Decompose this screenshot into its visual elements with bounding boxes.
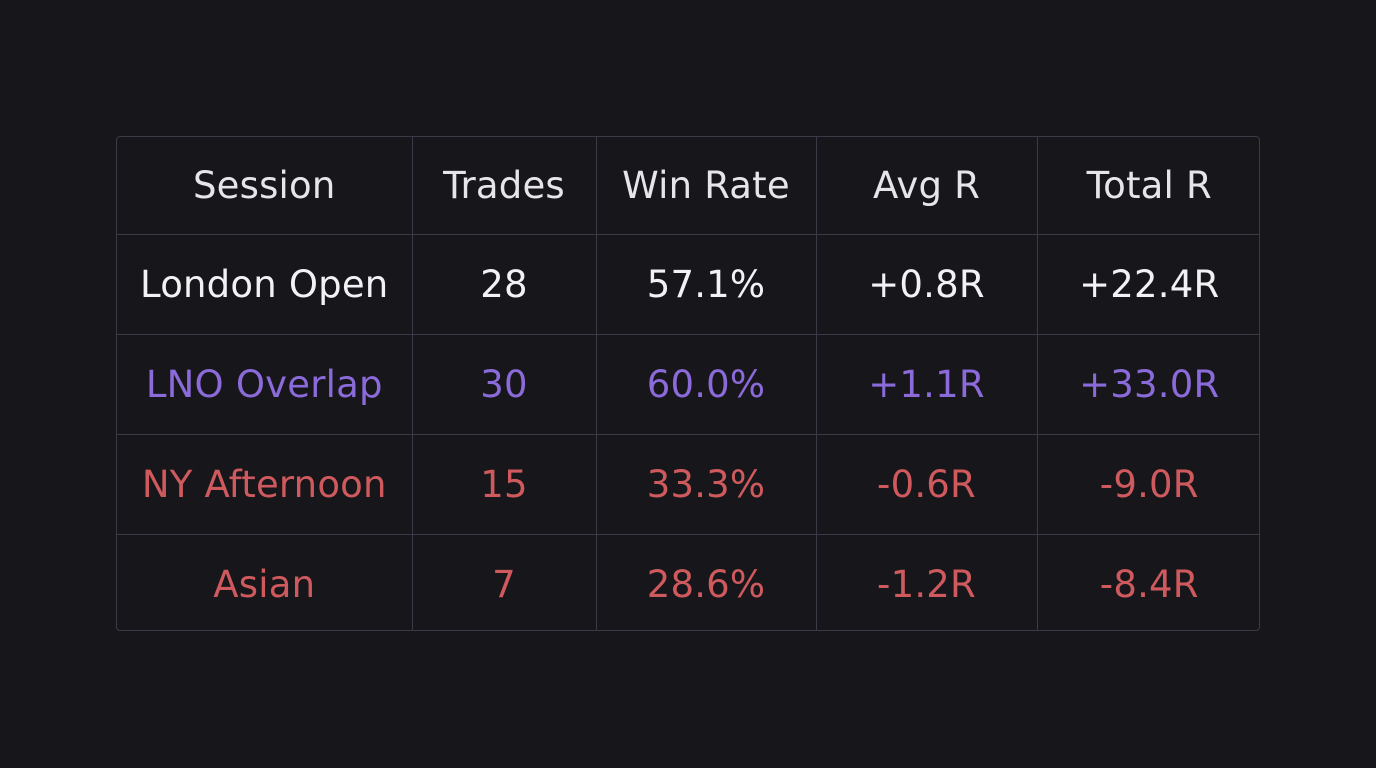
cell-trades: 30 <box>411 333 597 435</box>
cell-total-r: -8.4R <box>1036 533 1259 630</box>
column-header-win-rate: Win Rate <box>595 137 817 235</box>
session-stats-table-container: Session Trades Win Rate Avg R Total R Lo… <box>116 136 1260 631</box>
cell-win-rate: 60.0% <box>595 333 817 435</box>
cell-avg-r: +1.1R <box>815 333 1038 435</box>
table-row-ny-afternoon: NY Afternoon 15 33.3% -0.6R -9.0R <box>117 433 1259 535</box>
column-header-avg-r: Avg R <box>815 137 1038 235</box>
cell-avg-r: -1.2R <box>815 533 1038 630</box>
table-header-row: Session Trades Win Rate Avg R Total R <box>117 137 1259 235</box>
cell-total-r: +33.0R <box>1036 333 1259 435</box>
cell-avg-r: -0.6R <box>815 433 1038 535</box>
cell-session: LNO Overlap <box>117 333 413 435</box>
column-header-trades: Trades <box>411 137 597 235</box>
cell-session: Asian <box>117 533 413 630</box>
column-header-total-r: Total R <box>1036 137 1259 235</box>
cell-session: London Open <box>117 233 413 335</box>
table-row-lno-overlap: LNO Overlap 30 60.0% +1.1R +33.0R <box>117 333 1259 435</box>
cell-avg-r: +0.8R <box>815 233 1038 335</box>
session-stats-table: Session Trades Win Rate Avg R Total R Lo… <box>117 137 1259 630</box>
cell-session: NY Afternoon <box>117 433 413 535</box>
table-row-london-open: London Open 28 57.1% +0.8R +22.4R <box>117 233 1259 335</box>
cell-win-rate: 33.3% <box>595 433 817 535</box>
cell-trades: 15 <box>411 433 597 535</box>
table-row-asian: Asian 7 28.6% -1.2R -8.4R <box>117 533 1259 630</box>
cell-total-r: -9.0R <box>1036 433 1259 535</box>
cell-trades: 7 <box>411 533 597 630</box>
cell-trades: 28 <box>411 233 597 335</box>
cell-total-r: +22.4R <box>1036 233 1259 335</box>
cell-win-rate: 28.6% <box>595 533 817 630</box>
cell-win-rate: 57.1% <box>595 233 817 335</box>
column-header-session: Session <box>117 137 413 235</box>
